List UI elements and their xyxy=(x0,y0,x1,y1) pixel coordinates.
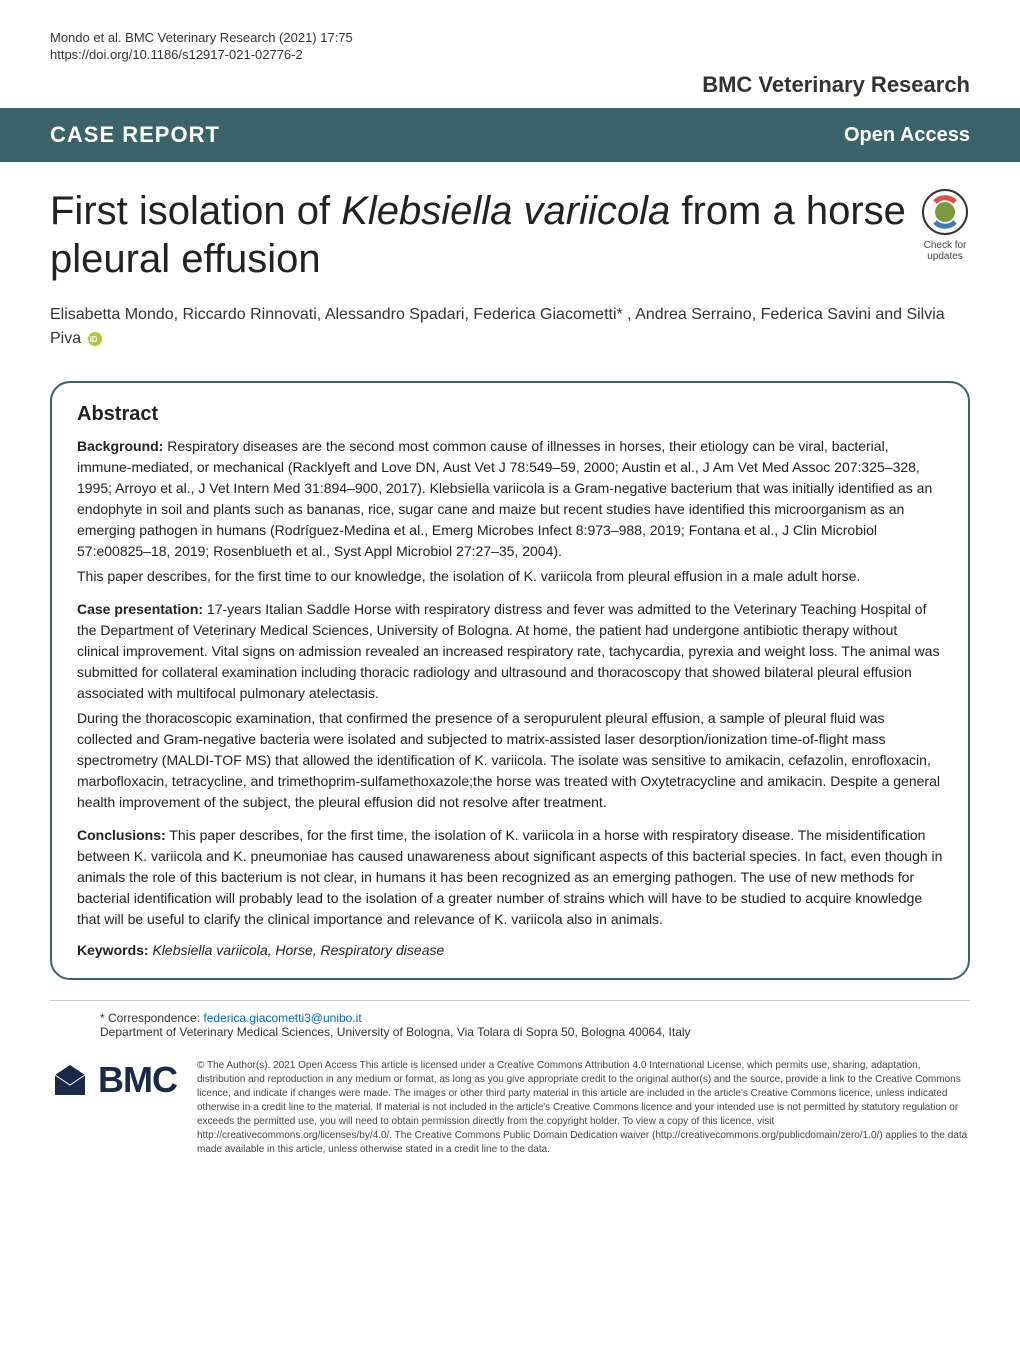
title-block: First isolation of Klebsiella variicola … xyxy=(0,162,1020,298)
article-type-label: CASE REPORT xyxy=(50,122,220,148)
case-label: Case presentation: xyxy=(77,601,203,617)
keywords: Keywords: Klebsiella variicola, Horse, R… xyxy=(77,942,943,958)
article-type-banner: CASE REPORT Open Access xyxy=(0,108,1020,162)
journal-header: BMC Veterinary Research xyxy=(0,72,1020,108)
bmc-logo: BMC xyxy=(50,1059,177,1101)
open-access-label: Open Access xyxy=(844,124,970,147)
abstract-conclusions: Conclusions: This paper describes, for t… xyxy=(77,825,943,930)
keywords-text: Klebsiella variicola, Horse, Respiratory… xyxy=(149,942,445,958)
keywords-label: Keywords: xyxy=(77,942,149,958)
doi-line: https://doi.org/10.1186/s12917-021-02776… xyxy=(50,47,970,62)
abstract-heading: Abstract xyxy=(77,403,943,426)
correspondence-email[interactable]: federica.giacometti3@unibo.it xyxy=(203,1011,361,1025)
correspondence-label: * Correspondence: xyxy=(100,1011,203,1025)
check-updates-badge[interactable]: Check for updates xyxy=(920,187,970,262)
license-text: © The Author(s). 2021 Open Access This a… xyxy=(197,1059,970,1157)
abstract-background: Background: Respiratory diseases are the… xyxy=(77,436,943,587)
bmc-logo-text: BMC xyxy=(98,1059,177,1101)
journal-name: BMC Veterinary Research xyxy=(702,72,970,98)
case-text2: During the thoracoscopic examination, th… xyxy=(77,708,943,813)
title-prefix: First isolation of xyxy=(50,189,341,233)
bmc-logo-icon xyxy=(50,1060,90,1100)
background-text: Respiratory diseases are the second most… xyxy=(77,438,932,559)
authors-list: Elisabetta Mondo, Riccardo Rinnovati, Al… xyxy=(0,298,1020,371)
article-title: First isolation of Klebsiella variicola … xyxy=(50,187,970,283)
correspondence-affiliation: Department of Veterinary Medical Science… xyxy=(100,1025,920,1039)
citation-line: Mondo et al. BMC Veterinary Research (20… xyxy=(50,30,970,45)
conclusions-label: Conclusions: xyxy=(77,827,166,843)
correspondence-block: * Correspondence: federica.giacometti3@u… xyxy=(50,1000,970,1044)
title-species: Klebsiella variicola xyxy=(341,189,670,233)
background-label: Background: xyxy=(77,438,163,454)
footer: BMC © The Author(s). 2021 Open Access Th… xyxy=(0,1044,1020,1187)
abstract-box: Abstract Background: Respiratory disease… xyxy=(50,381,970,980)
background-text2: This paper describes, for the first time… xyxy=(77,566,943,587)
abstract-case: Case presentation: 17-years Italian Sadd… xyxy=(77,599,943,813)
authors-text: Elisabetta Mondo, Riccardo Rinnovati, Al… xyxy=(50,306,945,347)
check-updates-text1: Check for xyxy=(920,240,970,251)
check-updates-text2: updates xyxy=(920,251,970,262)
top-metadata: Mondo et al. BMC Veterinary Research (20… xyxy=(0,0,1020,72)
case-text: 17-years Italian Saddle Horse with respi… xyxy=(77,601,939,701)
orcid-icon[interactable] xyxy=(88,332,102,346)
check-updates-icon xyxy=(920,187,970,237)
conclusions-text: This paper describes, for the first time… xyxy=(77,827,942,927)
